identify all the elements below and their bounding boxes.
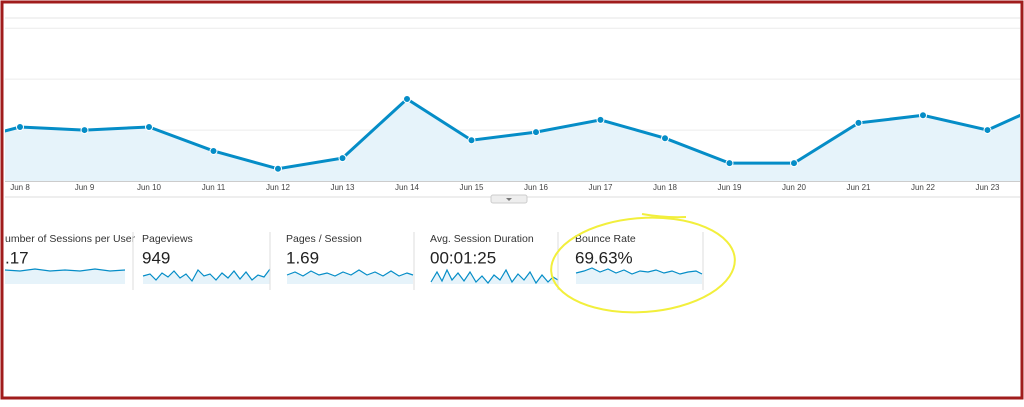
point	[209, 146, 218, 155]
sparkline	[575, 267, 703, 275]
point	[80, 126, 89, 135]
sparkline	[430, 268, 559, 285]
point	[274, 164, 282, 173]
x-tick-label: Jun 13	[330, 183, 355, 192]
sparkline-area	[287, 270, 413, 284]
x-tick-label: Jun 22	[911, 183, 936, 192]
x-tick-label: Jun 17	[588, 183, 613, 192]
sparkline	[4, 268, 126, 272]
metrics-row: umber of Sessions per User .17 Pageviews 94…	[4, 232, 704, 290]
point	[403, 94, 411, 103]
highlight-circle	[550, 216, 736, 314]
x-tick-label: Jun 14	[395, 183, 420, 192]
sparkline	[286, 269, 414, 277]
metric-value: .17	[5, 248, 29, 267]
x-tick-label: Jun 20	[782, 183, 807, 192]
point	[532, 128, 540, 137]
point	[145, 123, 153, 132]
metric-label: umber of Sessions per User	[5, 233, 136, 245]
line	[5, 97, 1020, 171]
x-tick-label: Jun 16	[524, 183, 549, 192]
metric-value: 1.69	[286, 248, 319, 267]
metric-label: Avg. Session Duration	[430, 233, 534, 245]
metric-value: 949	[142, 248, 170, 267]
point	[16, 123, 24, 132]
point	[983, 126, 992, 135]
metric-label: Pageviews	[142, 233, 193, 245]
x-tick-label: Jun 23	[975, 183, 1000, 192]
plot	[5, 27, 1020, 182]
sparkline-area	[576, 268, 702, 284]
point	[467, 136, 476, 145]
x-tick-label: Jun 10	[137, 183, 162, 192]
metric-value: 00:01:25	[430, 248, 496, 267]
metric-value: 69.63%	[575, 248, 633, 267]
point	[596, 115, 605, 124]
metric-label: Pages / Session	[286, 233, 362, 245]
x-tick-label: Jun 9	[75, 183, 95, 192]
point	[790, 159, 798, 168]
point	[661, 134, 669, 143]
x-tick-label: Jun 21	[846, 183, 871, 192]
point	[854, 118, 863, 127]
area	[5, 98, 1020, 181]
sparkline-area	[5, 269, 125, 284]
highlight-stroke	[641, 213, 687, 219]
x-tick-label: Jun 8	[10, 183, 30, 192]
metric-label: Bounce Rate	[575, 233, 636, 245]
point	[338, 154, 347, 163]
sparkline-area	[431, 270, 558, 284]
point	[919, 111, 927, 120]
x-tick-label: Jun 11	[202, 183, 226, 192]
sparkline	[142, 268, 271, 283]
x-tick-label: Jun 15	[459, 183, 484, 192]
x-tick-label: Jun 12	[266, 183, 291, 192]
x-tick-label: Jun 19	[717, 183, 742, 192]
point	[725, 159, 734, 168]
handle-arrow	[506, 198, 512, 201]
x-tick-label: Jun 18	[653, 183, 678, 192]
